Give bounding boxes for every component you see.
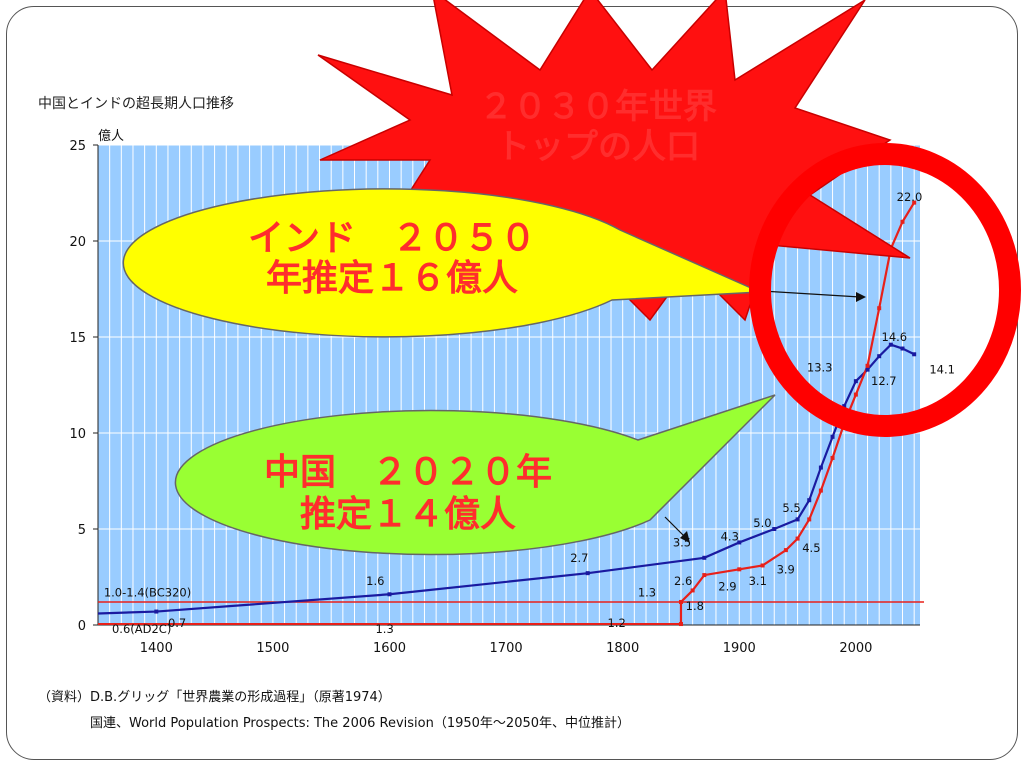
india-bubble-text-1: インド ２０５０	[248, 218, 536, 259]
series-point-1	[842, 404, 847, 409]
x-tick-label: 1800	[606, 641, 639, 656]
series-point-2	[853, 392, 858, 397]
series-point-2	[865, 363, 870, 368]
china-bubble-text-2: 推定１４億人	[300, 494, 516, 535]
highlight-ring	[749, 143, 1021, 437]
x-tick-label: 2000	[839, 641, 872, 656]
data-label: 22.0	[897, 190, 923, 204]
data-label: 1.6	[366, 574, 384, 588]
y-axis-label: 億人	[98, 128, 124, 144]
x-tick-label: 1600	[373, 641, 406, 656]
series-point-1	[772, 527, 777, 531]
data-label: 0.6(AD2C)	[112, 622, 171, 636]
series-point-2	[760, 563, 765, 568]
starburst-text-2: トップの人口	[496, 127, 700, 167]
china-arrow-head	[680, 531, 690, 543]
chart-title: 中国とインドの超長期人口推移	[38, 96, 234, 112]
x-tick-label: 1900	[723, 641, 756, 656]
china-arrow	[664, 516, 687, 539]
data-label: 5.0	[753, 516, 771, 530]
series-point-1	[154, 609, 159, 614]
data-label: 14.1	[929, 363, 955, 377]
source-line-1: （資料）D.B.グリッグ「世界農業の形成過程」（原著1974）	[38, 690, 391, 705]
series-point-1	[853, 379, 858, 384]
data-label: 1.3	[375, 622, 393, 636]
data-label: 1.2	[608, 616, 626, 630]
y-tick-label: 5	[78, 523, 86, 538]
y-tick-label: 10	[69, 427, 86, 442]
starburst-text-1: ２０３０年世界	[479, 87, 717, 127]
series-point-1	[888, 342, 893, 347]
series-point-1	[387, 592, 392, 597]
india-arrow-head	[856, 292, 866, 302]
series-point-1	[900, 346, 905, 351]
data-label: 3.9	[777, 562, 795, 576]
x-tick-labels: 1400 1500 1600 1700 1800 1900 2000	[140, 641, 873, 656]
data-label: 2.9	[718, 580, 736, 594]
data-label: 3.1	[749, 574, 767, 588]
series-point-1	[912, 352, 917, 357]
series-point-1	[702, 555, 707, 560]
data-label: 4.5	[802, 541, 820, 555]
series-point-2	[877, 306, 882, 311]
series-point-2	[678, 622, 683, 627]
china-bubble-text-1: 中国 ２０２０年	[264, 452, 552, 493]
data-label: 2.7	[570, 551, 588, 565]
series-point-2	[737, 567, 742, 572]
x-tick-label: 1700	[490, 641, 523, 656]
series-point-2	[783, 548, 788, 553]
data-label: 2.6	[674, 574, 692, 588]
series-point-1	[795, 517, 800, 522]
series-point-1	[818, 465, 823, 470]
data-label: 14.6	[882, 330, 908, 344]
series-point-1	[585, 571, 590, 576]
data-label: 0.7	[168, 616, 186, 630]
data-label: 12.7	[871, 374, 897, 388]
x-tick-label: 1400	[140, 641, 173, 656]
y-tick-label: 25	[69, 139, 86, 154]
series-point-1	[807, 498, 812, 503]
series-markers	[154, 200, 917, 627]
series-point-1	[865, 367, 870, 372]
source-line-2: 国連、World Population Prospects: The 2006 …	[90, 716, 631, 731]
x-tick-label: 1500	[256, 641, 289, 656]
series-point-2	[795, 536, 800, 541]
series-point-2	[807, 517, 812, 522]
series-point-2	[818, 488, 823, 493]
y-tick-label: 0	[78, 619, 86, 634]
data-label: 4.3	[721, 530, 739, 544]
y-tick-label: 20	[69, 235, 86, 250]
series-point-1	[877, 354, 882, 359]
series-point-1	[830, 434, 835, 439]
china-speech-bubble	[174, 394, 776, 556]
data-label: 1.0-1.4(BC320)	[104, 585, 191, 599]
data-label: 1.3	[638, 585, 656, 599]
y-tick-labels: 0 5 10 15 20 25	[69, 139, 86, 634]
india-speech-bubble	[122, 188, 761, 338]
data-label: 5.5	[782, 501, 800, 515]
series-point-2	[900, 219, 905, 224]
data-label: 13.3	[807, 361, 833, 375]
series-point-2	[690, 588, 695, 593]
series-point-2	[678, 599, 683, 604]
data-label: 1.8	[686, 599, 704, 613]
series-point-1	[737, 540, 742, 545]
y-tick-label: 15	[69, 331, 86, 346]
series-point-2	[702, 573, 707, 578]
india-bubble-text-2: 年推定１６億人	[266, 258, 518, 299]
series-point-2	[830, 455, 835, 460]
series-point-2	[912, 200, 917, 205]
